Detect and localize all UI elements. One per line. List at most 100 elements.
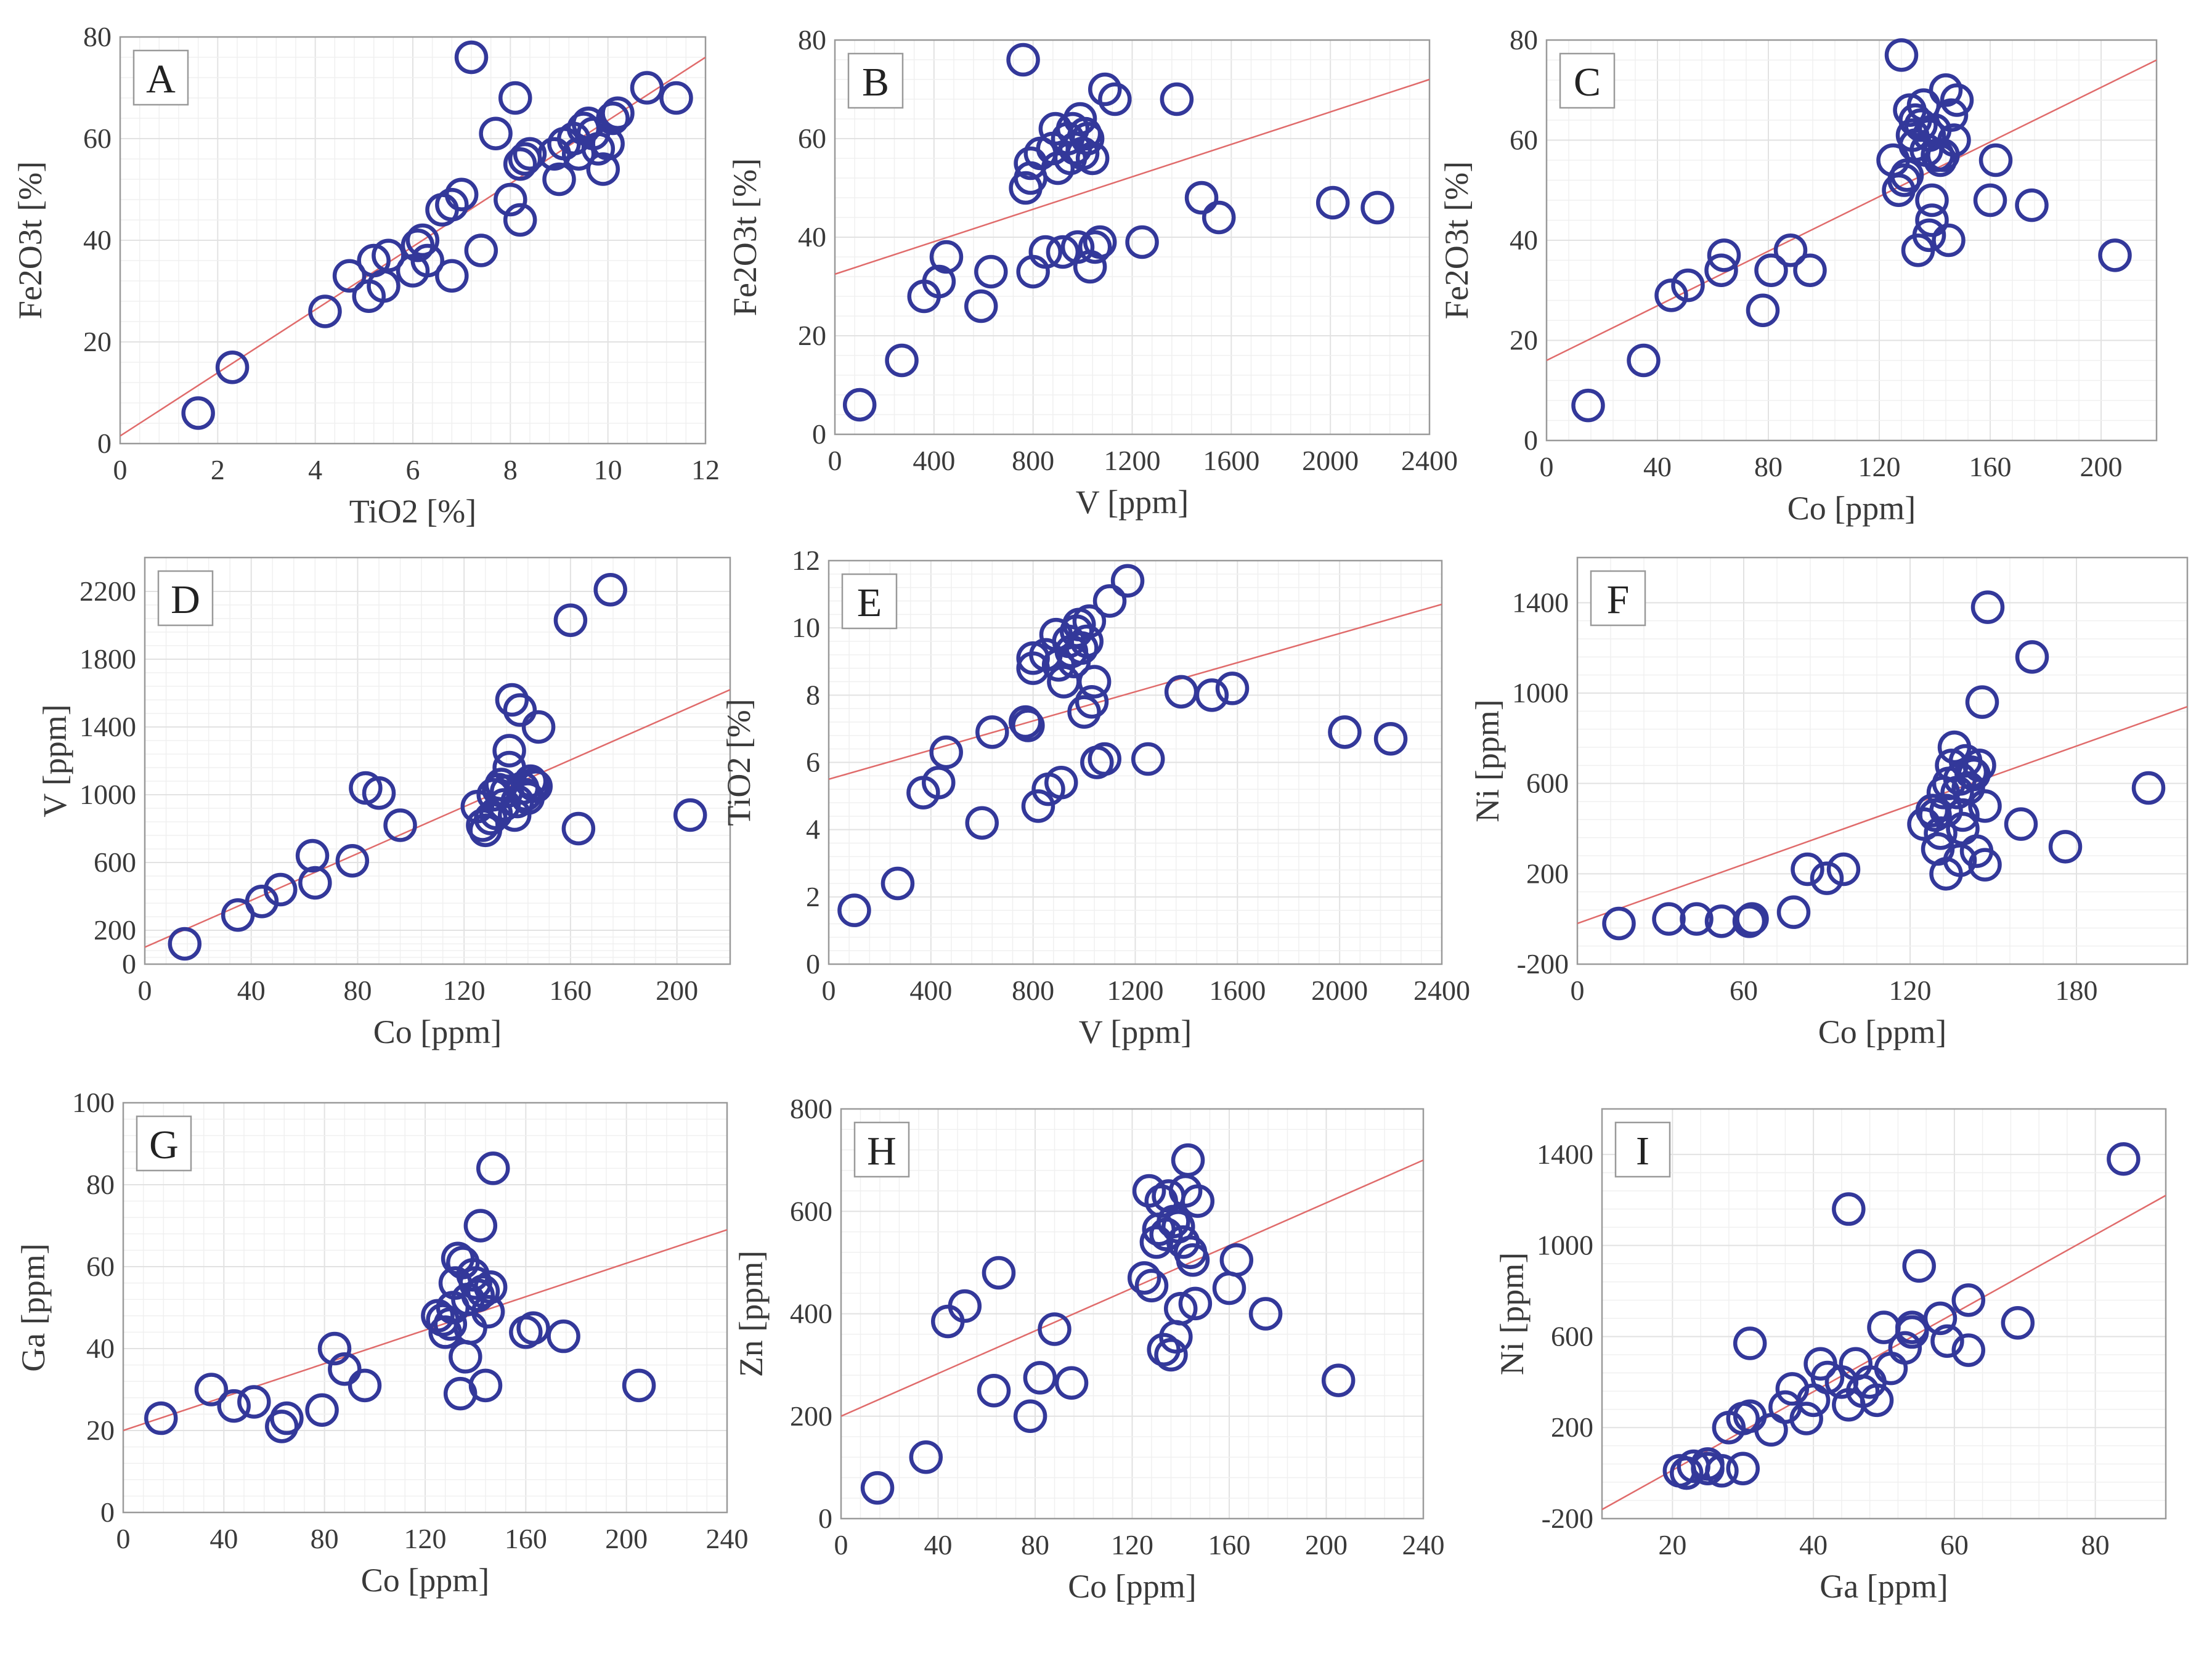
data-point [144,1401,178,1435]
x-tick-label: 120 [443,975,486,1006]
data-point [1773,233,1808,267]
data-point [463,1209,498,1243]
data-point [1202,200,1236,235]
y-tick-label: 0 [122,948,136,980]
data-point [1776,895,1811,929]
data-point [492,734,526,768]
data-point [1315,185,1350,220]
data-point [2107,1142,2141,1176]
y-tick-label: 20 [1510,325,1538,356]
y-tick-label: 80 [1510,24,1538,55]
y-tick-label: 80 [83,21,112,52]
plot-frame [122,1102,728,1514]
data-point [1176,1243,1210,1277]
data-point [476,1151,510,1185]
x-tick-label: 1600 [1203,445,1259,476]
panel-letter-box: C [1559,52,1616,109]
data-point [1328,715,1362,749]
data-point [1890,158,1924,192]
data-point [270,1401,304,1435]
x-tick-label: 240 [706,1523,749,1554]
x-tick-label: 120 [1858,451,1901,482]
data-point [1098,82,1132,116]
data-point [503,147,537,181]
panel-letter-box: H [853,1121,910,1178]
data-point [1125,225,1159,259]
y-tick-label: 600 [94,846,136,878]
data-point [561,811,596,846]
data-point [964,289,998,323]
data-point [1088,72,1122,107]
data-points [144,1151,656,1443]
data-points [1602,590,2166,941]
data-point [1793,253,1827,287]
data-point [1011,708,1045,742]
plot-frame [1545,39,2158,442]
data-point [860,1471,895,1505]
data-point [237,1385,271,1419]
data-point [1951,1333,1985,1367]
x-axis-title: V [ppm] [1079,1013,1192,1050]
data-point [922,264,956,299]
data-point [1924,816,1958,850]
x-axis-title: Ga [ppm] [1820,1568,1948,1605]
data-point [1054,1366,1089,1400]
data-point [1810,1360,1845,1395]
gridlines [834,39,1430,435]
x-tick-label: 40 [209,1523,238,1554]
y-tick-label: 2200 [79,575,136,607]
panel-letter-box: B [847,52,904,109]
x-axis-title: Co [ppm] [373,1013,502,1050]
x-axis-title: Co [ppm] [1787,490,1916,527]
panel-letter: G [149,1122,179,1167]
data-point [1671,268,1705,302]
gridlines [1546,39,2157,441]
data-point [1083,225,1117,259]
data-point [498,81,532,115]
data-point [922,766,956,800]
data-point [1705,1454,1739,1488]
y-tick-label: 80 [86,1169,115,1200]
x-tick-label: 0 [822,975,836,1006]
data-point [591,127,625,161]
data-point [305,1393,339,1427]
data-points [1571,38,2132,423]
y-tick-label: 80 [798,24,826,55]
data-point [1968,789,2002,823]
data-point [1248,1297,1283,1331]
data-point [1110,564,1145,598]
chart-panel-i: 20 40 60 80 -200 200 600 1000 1400 Ga [ppm] Ni [pp… [1494,1108,2167,1605]
data-point [1602,906,1636,941]
data-point [542,162,576,197]
panel-letter: D [171,577,200,622]
data-point [444,177,479,211]
x-tick-label: 200 [1305,1529,1348,1561]
data-point [1962,749,1996,782]
data-point [601,96,635,130]
regression-line [1547,59,2157,362]
data-point [929,240,964,274]
data-point [519,769,553,803]
y-tick-label: 60 [83,123,112,154]
y-tick-label: 1400 [1537,1138,1593,1170]
panel-letter: F [1607,577,1630,622]
plot-frame [827,559,1443,965]
data-point [1789,1402,1823,1435]
x-tick-label: 80 [311,1523,339,1554]
data-point [659,81,693,115]
x-tick-label: 160 [1969,451,2012,482]
x-axis-title: Co [ppm] [1818,1013,1947,1050]
regression-line [1577,705,2187,925]
x-axis-title: Co [ppm] [361,1562,490,1599]
y-axis-title: TiO2 [%] [720,699,757,826]
data-point [1923,1301,1958,1336]
data-point [1929,73,1963,107]
data-point [1070,624,1104,659]
y-axis-title: Zn [ppm] [733,1251,770,1377]
x-tick-label: 400 [909,975,952,1006]
data-point [1915,183,1949,217]
x-tick-label: 80 [1021,1529,1049,1561]
data-point [1160,82,1194,116]
x-axis-title: TiO2 [%] [349,493,477,530]
chart-panel-h: 0 40 80 120 160 200 240 0 200 400 600 800 Co [ppm] Zn… [733,1093,1445,1605]
